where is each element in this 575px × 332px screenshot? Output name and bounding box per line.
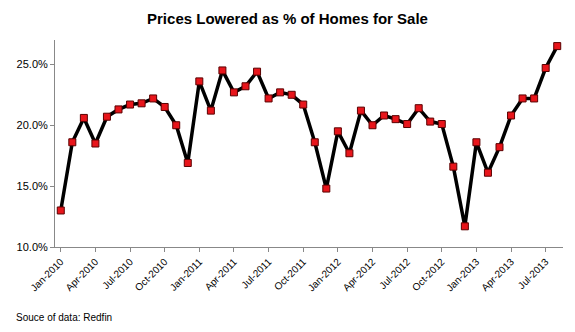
svg-text:Apr-2013: Apr-2013	[479, 256, 516, 293]
svg-text:Jul-2010: Jul-2010	[100, 256, 135, 291]
svg-text:20.0%: 20.0%	[17, 119, 48, 131]
svg-text:Jan-2010: Jan-2010	[28, 256, 66, 294]
svg-text:Apr-2010: Apr-2010	[63, 256, 100, 293]
svg-text:Jul-2013: Jul-2013	[516, 256, 551, 291]
svg-text:Oct-2011: Oct-2011	[272, 256, 309, 293]
svg-text:Jan-2011: Jan-2011	[168, 256, 205, 293]
svg-text:Apr-2011: Apr-2011	[203, 256, 240, 293]
svg-text:25.0%: 25.0%	[17, 58, 48, 70]
svg-text:Souce of data: Redfin: Souce of data: Redfin	[16, 312, 112, 323]
svg-text:15.0%: 15.0%	[17, 180, 48, 192]
svg-text:Apr-2012: Apr-2012	[341, 256, 378, 293]
svg-text:Oct-2012: Oct-2012	[410, 256, 447, 293]
svg-text:10.0%: 10.0%	[17, 241, 48, 253]
svg-text:Jul-2012: Jul-2012	[377, 256, 412, 291]
svg-text:Prices Lowered as % of Homes f: Prices Lowered as % of Homes for Sale	[147, 10, 428, 27]
svg-text:Jan-2013: Jan-2013	[444, 256, 482, 294]
svg-text:Oct-2010: Oct-2010	[133, 256, 170, 293]
svg-text:Jan-2012: Jan-2012	[306, 256, 344, 294]
svg-text:Jul-2011: Jul-2011	[239, 256, 274, 291]
